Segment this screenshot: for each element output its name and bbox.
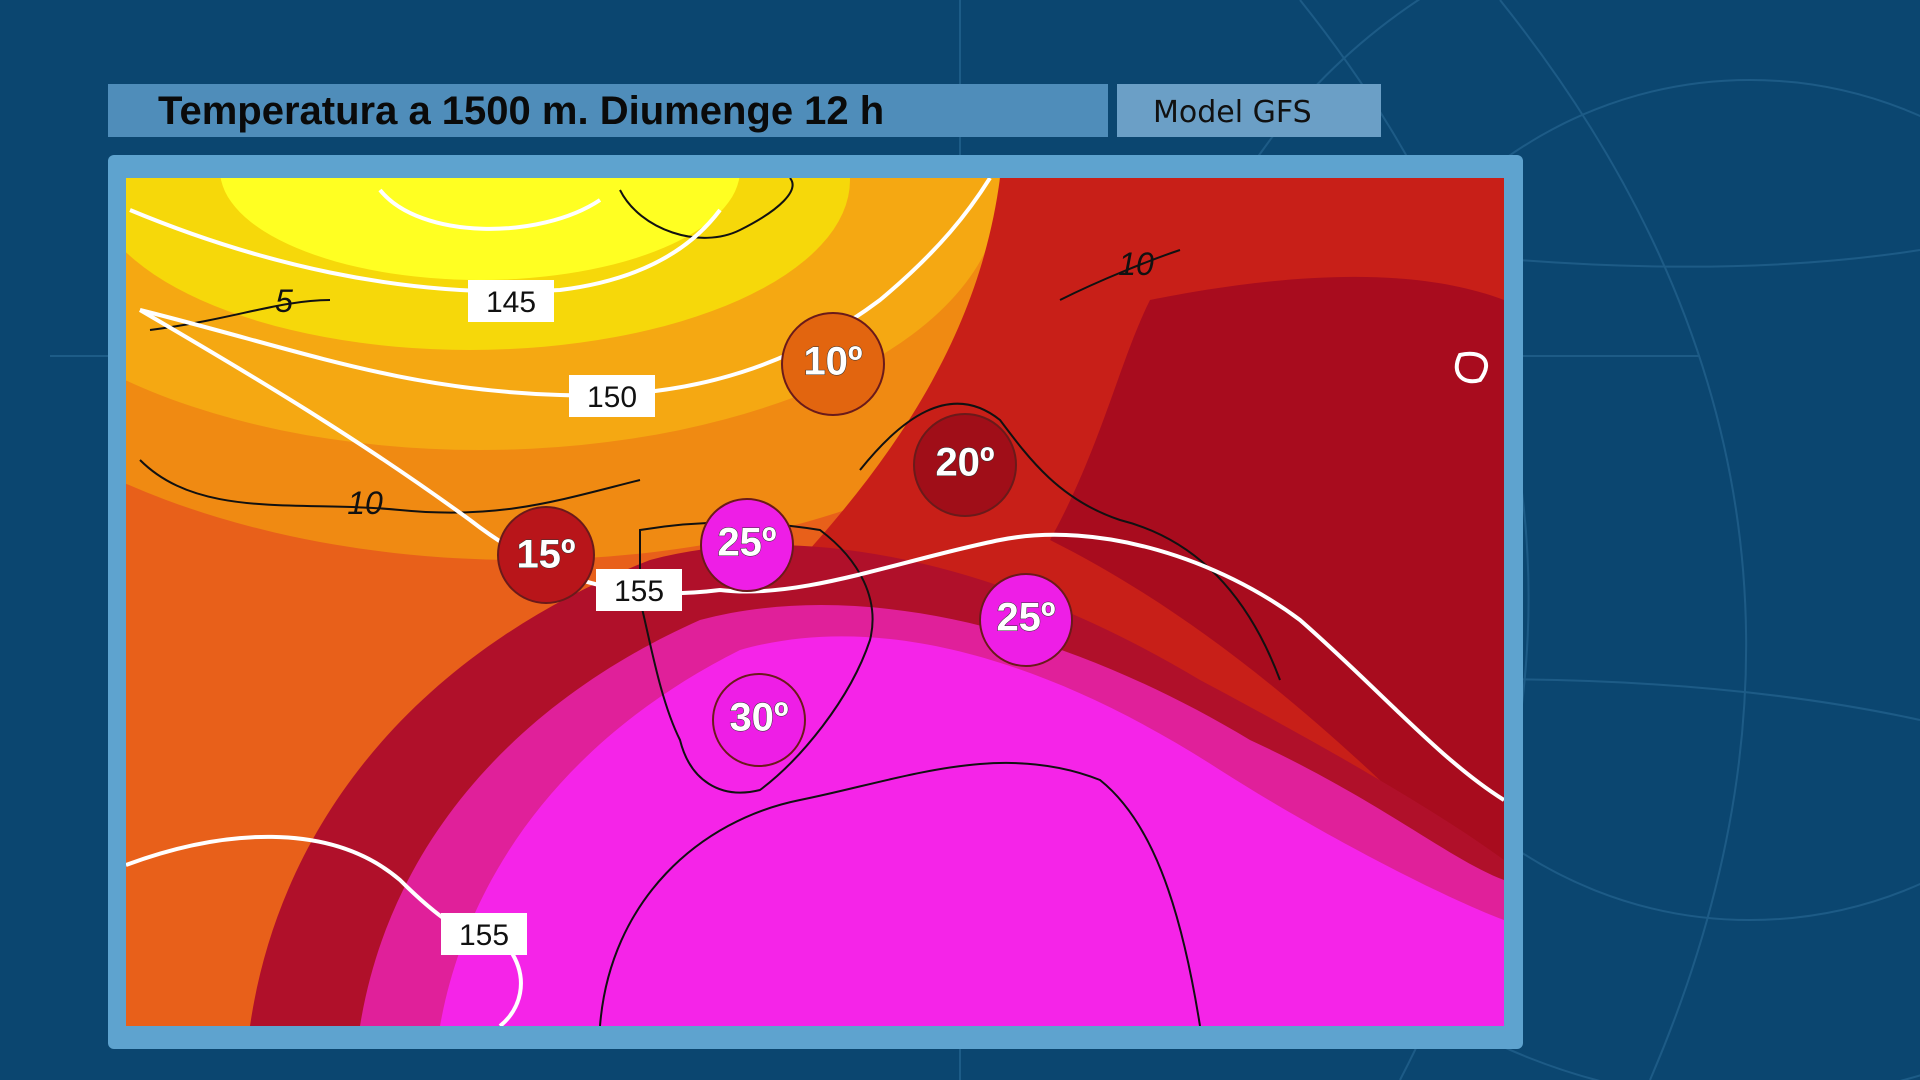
badge-label: 15º — [516, 533, 575, 577]
region-dark-red — [1050, 276, 1504, 900]
badge-label: 30º — [729, 696, 788, 740]
badge-label: 10º — [803, 340, 862, 384]
contour-label: 10 — [347, 485, 383, 521]
isohypse — [139, 178, 992, 398]
contour-label: 155 — [614, 575, 664, 608]
badge-circle — [781, 312, 885, 416]
isohypse — [1454, 351, 1489, 384]
coastline — [599, 761, 1201, 1026]
model-label: Model GFS — [1153, 95, 1312, 130]
contour-label: 155 — [459, 919, 509, 952]
contour-label-box — [441, 913, 527, 955]
coastline — [619, 178, 794, 239]
isohypse — [138, 308, 1504, 802]
badge-circle — [712, 673, 806, 767]
contour-label-box — [468, 280, 554, 322]
contour-black — [149, 299, 331, 331]
contour-label: 10 — [1118, 246, 1154, 282]
isohypse — [378, 188, 602, 231]
isohypse — [126, 834, 523, 1026]
contour-label: 145 — [486, 286, 536, 319]
title: Temperatura a 1500 m. Diumenge 12 h — [158, 89, 884, 133]
contour-label-box — [596, 569, 682, 611]
contour-black — [139, 459, 641, 514]
model-bar — [1117, 84, 1381, 137]
globe-line — [1499, 0, 1748, 1080]
map: 145 150 155 155 5 10 10 — [126, 178, 1504, 1026]
contour-label: 150 — [587, 381, 637, 414]
badge-circle — [700, 498, 794, 592]
badge-circle — [497, 506, 595, 604]
coastline — [859, 402, 1281, 681]
badges — [497, 312, 1073, 767]
region-magenta — [440, 636, 1504, 1026]
badge-circle — [913, 413, 1017, 517]
coastlines — [139, 178, 1281, 1026]
contour-label-box — [569, 375, 655, 417]
title-bar — [108, 84, 1108, 137]
badge-circle — [979, 573, 1073, 667]
badge-label: 25º — [717, 521, 776, 565]
badge-label: 25º — [996, 596, 1055, 640]
contour-label: 5 — [275, 283, 293, 319]
contour-black — [1059, 249, 1181, 301]
badge-label: 20º — [935, 441, 994, 485]
